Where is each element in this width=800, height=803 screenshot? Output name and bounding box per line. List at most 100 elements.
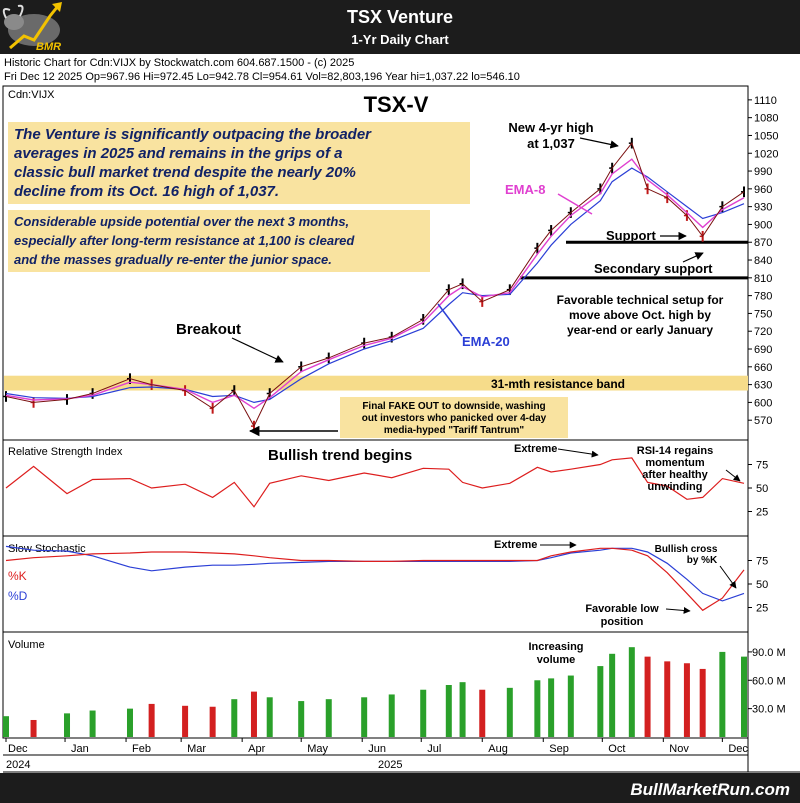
month-label: Sep <box>549 743 569 755</box>
bull-logo-icon: BMR <box>2 2 62 53</box>
price-axis: 1110 1080 1050 1020 990 960 930 900 870 840 810 780… <box>748 95 778 427</box>
svg-text:year-end or early January: year-end or early January <box>567 323 713 337</box>
rsi-note-arrow <box>725 469 741 482</box>
month-label: Feb <box>132 743 151 755</box>
month-label: Aug <box>488 743 508 755</box>
svg-text:especially after long-term res: especially after long-term resistance at… <box>14 233 355 248</box>
new-high-label-1: New 4-yr high <box>508 120 593 135</box>
volume-tick-label: 60.0 M <box>752 675 786 687</box>
price-chart-title: TSX-V <box>364 92 429 117</box>
price-tick-label: 660 <box>754 362 772 374</box>
svg-text:Bullish cross: Bullish cross <box>655 544 718 555</box>
logo-text: BMR <box>36 41 61 53</box>
rsi-axis: 75 50 25 <box>748 460 768 519</box>
info-line-2: Fri Dec 12 2025 Op=967.96 Hi=972.45 Lo=9… <box>4 71 520 83</box>
volume-bar <box>3 716 9 737</box>
month-label: Mar <box>187 743 206 755</box>
stoch-k-line <box>5 547 745 612</box>
rsi-note: RSI-14 regains momentum after healthy un… <box>637 445 713 493</box>
volume-bar <box>361 697 368 737</box>
rsi-panel-frame <box>2 439 749 537</box>
volume-bar <box>126 708 133 737</box>
symbol-label: Cdn:VIJX <box>8 89 55 101</box>
resistance-band <box>4 375 748 391</box>
month-label: Oct <box>608 743 625 755</box>
setup-text: Favorable technical setup for move above… <box>557 293 724 337</box>
note-box-2 <box>8 210 430 272</box>
price-tick-label: 930 <box>754 202 772 214</box>
ema8-label: EMA-8 <box>505 182 545 197</box>
header-title: TSX Venture <box>347 7 453 27</box>
note-text-2: Considerable upside potential over the n… <box>14 214 355 267</box>
stoch-extreme-label: Extreme <box>494 539 537 551</box>
svg-text:move above Oct. high by: move above Oct. high by <box>569 308 711 322</box>
support-label: Support <box>606 228 656 243</box>
new-high-arrow <box>579 137 619 149</box>
volume-tick-label: 30.0 M <box>752 704 786 716</box>
volume-bar <box>719 651 726 737</box>
note-box-1 <box>8 122 470 204</box>
svg-text:momentum: momentum <box>645 457 705 469</box>
svg-text:Favorable low: Favorable low <box>585 603 659 615</box>
volume-axis: 90.0 M 60.0 M 30.0 M <box>748 647 786 716</box>
volume-bar <box>89 710 96 737</box>
low-position-arrow <box>665 606 691 614</box>
month-label: Jan <box>71 743 89 755</box>
resistance-label: 31-mth resistance band <box>491 377 625 391</box>
stoch-tick-label: 50 <box>756 579 768 591</box>
volume-series-group <box>3 647 747 737</box>
fakeout-box <box>340 397 568 438</box>
new-high-label-2: at 1,037 <box>527 136 575 151</box>
rsi-line <box>5 457 745 508</box>
svg-text:RSI-14 regains: RSI-14 regains <box>637 445 713 457</box>
volume-panel-frame <box>2 631 749 739</box>
volume-bar <box>534 680 541 737</box>
volume-bar <box>148 703 155 737</box>
volume-bar <box>506 687 513 737</box>
volume-bar <box>479 689 486 737</box>
note-text-1: The Venture is significantly outpacing t… <box>14 126 372 200</box>
stoch-tick-label: 75 <box>756 556 768 568</box>
volume-bar <box>699 668 706 737</box>
price-tick-label: 600 <box>754 397 772 409</box>
price-tick-label: 960 <box>754 184 772 196</box>
svg-text:after healthy: after healthy <box>642 469 708 481</box>
low-position-note: Favorable low position <box>585 603 659 628</box>
x-axis-months: Dec Jan Feb Mar Apr May Jun Jul Aug Sep Oct Nov Dec <box>5 738 748 755</box>
month-label: Apr <box>248 743 265 755</box>
price-tick-label: 750 <box>754 308 772 320</box>
volume-bar <box>231 699 238 737</box>
fakeout-text: Final FAKE OUT to downside, washing out … <box>362 401 547 436</box>
volume-bar <box>548 678 555 737</box>
svg-text:decline from its Oct. 16 high: decline from its Oct. 16 high of 1,037. <box>14 183 279 200</box>
volume-bar <box>664 661 671 737</box>
svg-text:Increasing: Increasing <box>528 641 583 653</box>
secondary-support-arrow <box>682 252 704 263</box>
price-tick-label: 990 <box>754 166 772 178</box>
price-tick-label: 720 <box>754 326 772 338</box>
rsi-extreme-arrow <box>557 448 599 458</box>
month-label: Dec <box>8 743 28 755</box>
volume-bar <box>597 666 604 737</box>
svg-text:averages in 2025 and remains i: averages in 2025 and remains in the grip… <box>14 145 342 162</box>
bullish-trend-label: Bullish trend begins <box>268 447 412 464</box>
price-series-group <box>3 137 745 432</box>
month-label: Nov <box>669 743 689 755</box>
volume-bar <box>741 656 747 737</box>
svg-text:out investors who panicked ove: out investors who panicked over 4-day <box>362 413 547 424</box>
year-label-2025: 2025 <box>378 759 402 771</box>
svg-text:by %K: by %K <box>687 555 718 566</box>
ema20-label: EMA-20 <box>462 334 510 349</box>
secondary-support-label: Secondary support <box>594 261 713 276</box>
svg-text:position: position <box>601 616 644 628</box>
volume-bar <box>182 705 189 737</box>
price-tick-label: 900 <box>754 219 772 231</box>
stoch-k-label: %K <box>8 569 27 583</box>
month-label: May <box>307 743 328 755</box>
header-subtitle: 1-Yr Daily Chart <box>351 32 449 47</box>
price-tick-label: 1020 <box>754 148 778 160</box>
price-tick-label: 780 <box>754 291 772 303</box>
header-bar <box>0 0 800 54</box>
svg-text:Final FAKE OUT to downside, wa: Final FAKE OUT to downside, washing <box>362 401 545 412</box>
